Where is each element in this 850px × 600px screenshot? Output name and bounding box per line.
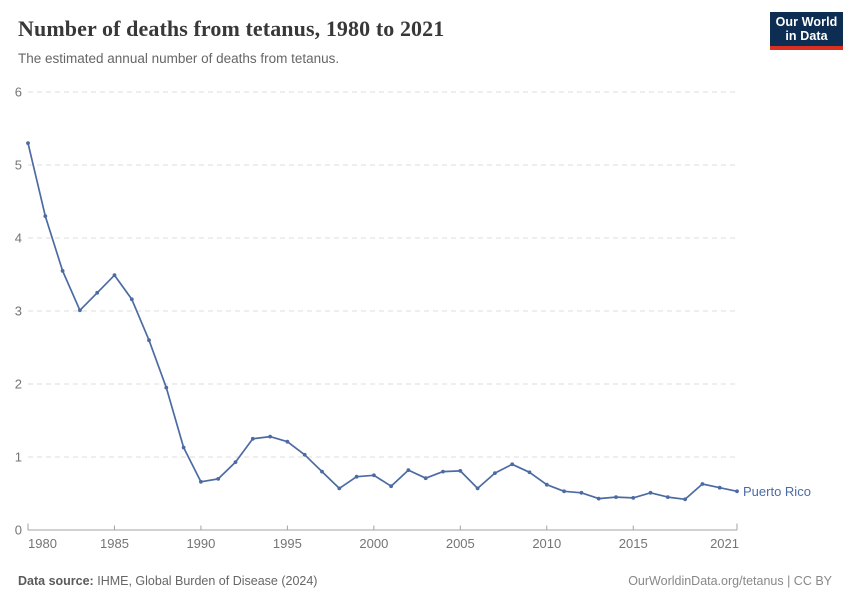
y-axis-tick-label: 1 [15, 450, 22, 465]
chart-subtitle: The estimated annual number of deaths fr… [18, 51, 340, 66]
y-axis-tick-label: 0 [15, 523, 22, 538]
data-point [493, 471, 497, 475]
data-point [181, 445, 186, 450]
data-point [147, 338, 151, 343]
data-point [216, 477, 221, 481]
x-axis-tick-label: 2000 [359, 536, 388, 551]
owid-logo[interactable]: Our World in Data [770, 12, 843, 50]
data-point [302, 452, 307, 457]
logo-line-1: Our World [775, 15, 838, 29]
data-point [665, 495, 670, 499]
x-axis-tick-label: 2010 [532, 536, 561, 551]
data-point [372, 473, 376, 478]
data-point [562, 489, 566, 494]
y-axis-tick-label: 2 [15, 377, 22, 392]
data-point [112, 273, 117, 278]
x-axis-tick-label: 2005 [446, 536, 475, 551]
data-point [614, 495, 618, 499]
chart-header: Number of deaths from tetanus, 1980 to 2… [0, 0, 850, 67]
x-axis-tick-label: 1980 [28, 536, 57, 551]
data-point [95, 290, 100, 295]
data-point [268, 434, 272, 439]
series-line [27, 142, 738, 501]
y-axis-tick-label: 6 [15, 85, 22, 100]
data-point [250, 436, 255, 441]
data-point [648, 490, 653, 495]
x-axis-tick-label: 1995 [273, 536, 302, 551]
x-axis-tick-label: 2015 [619, 536, 648, 551]
data-point [43, 214, 48, 219]
data-point [26, 141, 30, 145]
data-point [337, 486, 342, 491]
data-point [544, 482, 549, 487]
data-point [631, 496, 636, 500]
y-axis-tick-label: 4 [15, 231, 22, 246]
x-axis-tick-label: 1990 [186, 536, 215, 551]
data-point [406, 468, 411, 472]
data-source-label: Data source: [18, 574, 94, 588]
data-point [579, 490, 584, 495]
data-point [233, 460, 238, 464]
data-point [199, 479, 203, 484]
data-point [389, 484, 393, 489]
y-axis-tick-label: 3 [15, 304, 22, 319]
line-chart: 0 1 2 3 4 5 6 1980 1985 1990 1995 2000 2005 2010 2015 2… [15, 85, 811, 552]
data-point [129, 297, 134, 302]
logo-line-2: in Data [785, 29, 828, 43]
data-point [285, 439, 290, 444]
data-point [354, 474, 359, 479]
x-axis-tick-label: 2021 [710, 536, 739, 551]
data-point [475, 486, 480, 491]
page-title: Number of deaths from tetanus, 1980 to 2… [18, 16, 445, 41]
data-point [527, 470, 532, 475]
credit-link[interactable]: OurWorldinData.org/tetanus | CC BY [628, 574, 832, 588]
entity-label[interactable]: Puerto Rico [743, 484, 811, 499]
data-point [60, 269, 65, 273]
data-point [458, 469, 463, 473]
data-source: Data source: IHME, Global Burden of Dise… [18, 574, 317, 588]
data-point [320, 469, 324, 474]
data-point [78, 308, 82, 313]
x-axis-tick-label: 1985 [100, 536, 129, 551]
data-point [735, 489, 739, 494]
data-source-text: IHME, Global Burden of Disease (2024) [97, 574, 318, 588]
y-axis-tick-label: 5 [15, 158, 22, 173]
data-point [596, 496, 601, 501]
data-point [423, 476, 428, 481]
data-point [683, 497, 687, 502]
data-point [717, 485, 722, 490]
data-point [441, 469, 445, 474]
data-point [164, 385, 169, 390]
chart-footer: Data source: IHME, Global Burden of Dise… [18, 574, 832, 588]
data-point [510, 462, 515, 467]
data-point [700, 482, 705, 486]
